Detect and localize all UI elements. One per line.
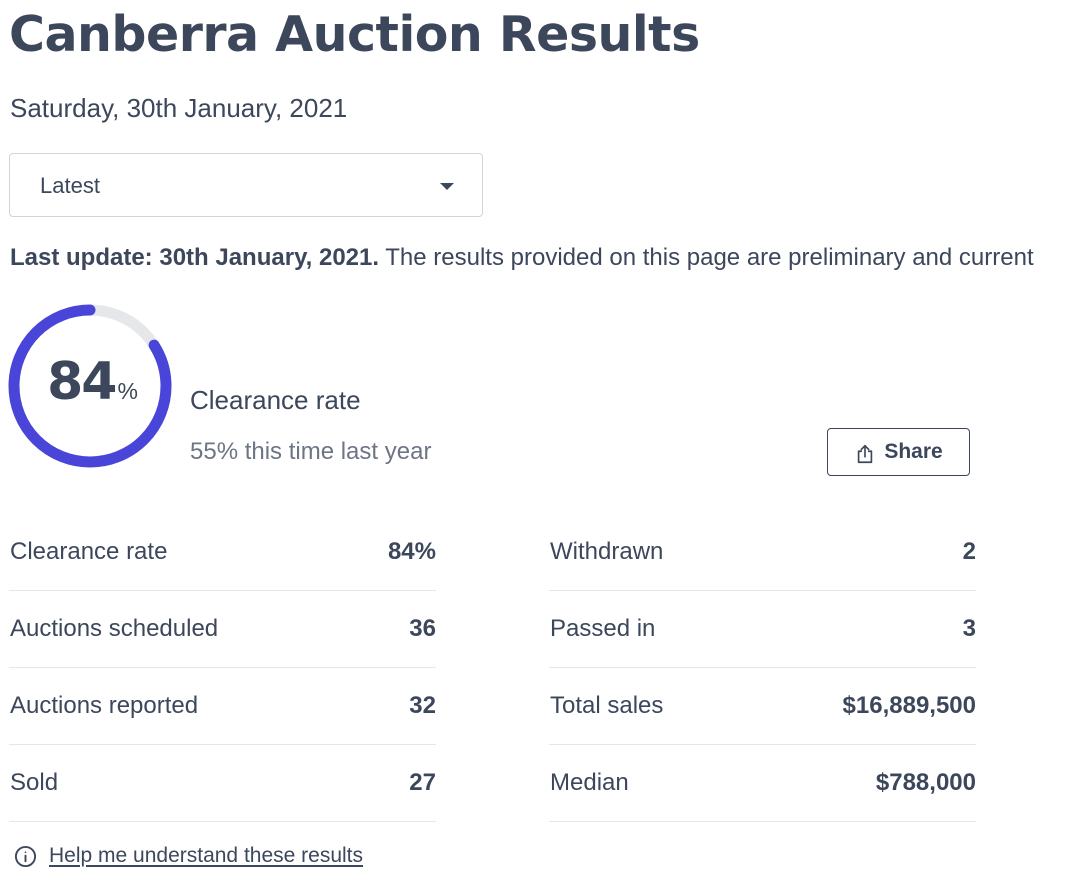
stat-row: Total sales $16,889,500 bbox=[549, 668, 976, 745]
update-text: The results provided on this page are pr… bbox=[379, 244, 1034, 271]
stat-value: 27 bbox=[409, 769, 436, 796]
clearance-rate-number: 84 bbox=[47, 352, 117, 412]
page-title: Canberra Auction Results bbox=[9, 6, 700, 63]
stat-row: Median $788,000 bbox=[549, 745, 976, 822]
stat-value: 36 bbox=[409, 615, 436, 642]
stat-row: Withdrawn 2 bbox=[549, 514, 976, 591]
clearance-rate-comparison: 55% this time last year bbox=[190, 438, 432, 465]
info-icon bbox=[14, 845, 37, 867]
stat-row: Clearance rate 84% bbox=[9, 514, 436, 591]
share-button[interactable]: Share bbox=[827, 428, 970, 476]
stat-label: Auctions scheduled bbox=[10, 615, 219, 642]
stat-label: Passed in bbox=[550, 615, 656, 642]
stat-label: Median bbox=[550, 769, 629, 796]
ring-progress bbox=[8, 304, 172, 468]
share-label: Share bbox=[884, 440, 943, 463]
stat-row: Auctions scheduled 36 bbox=[9, 591, 436, 668]
help-link-text: Help me understand these results bbox=[49, 844, 364, 867]
update-notice: Last update: 30th January, 2021. The res… bbox=[10, 243, 1034, 273]
clearance-rate-value: 84% bbox=[30, 349, 155, 415]
stat-label: Clearance rate bbox=[10, 538, 168, 565]
period-select-value: Latest bbox=[40, 173, 100, 198]
stat-value: 2 bbox=[962, 538, 976, 565]
stat-label: Auctions reported bbox=[10, 692, 199, 719]
period-select[interactable]: Latest bbox=[9, 153, 483, 217]
stat-label: Sold bbox=[10, 769, 59, 796]
clearance-rate-ring bbox=[8, 304, 172, 468]
help-link[interactable]: Help me understand these results bbox=[14, 844, 363, 868]
stat-value: 32 bbox=[409, 692, 436, 719]
clearance-rate-unit: % bbox=[117, 378, 138, 404]
stats-right-column: Withdrawn 2 Passed in 3 Total sales $16,889,5… bbox=[549, 514, 976, 822]
share-icon bbox=[858, 444, 873, 464]
stat-value: $788,000 bbox=[875, 769, 976, 796]
update-label: Last update: 30th January, 2021. bbox=[10, 244, 380, 271]
stat-value: $16,889,500 bbox=[842, 692, 976, 719]
stats-left-column: Clearance rate 84% Auctions scheduled 36 Auc… bbox=[9, 514, 436, 822]
stat-row: Sold 27 bbox=[9, 745, 436, 822]
stat-row: Passed in 3 bbox=[549, 591, 976, 668]
stat-value: 84% bbox=[387, 538, 436, 565]
stat-label: Withdrawn bbox=[550, 538, 664, 565]
auction-date: Saturday, 30th January, 2021 bbox=[10, 93, 348, 123]
stat-value: 3 bbox=[962, 615, 976, 642]
stat-row: Auctions reported 32 bbox=[9, 668, 436, 745]
clearance-rate-title: Clearance rate bbox=[190, 385, 361, 415]
stat-label: Total sales bbox=[550, 692, 664, 719]
chevron-down-icon bbox=[440, 183, 454, 190]
